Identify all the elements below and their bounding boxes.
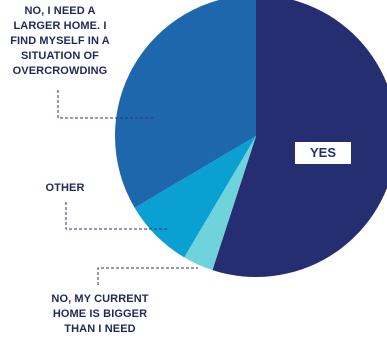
slice-label-yes: YES xyxy=(295,142,351,164)
pie-slices xyxy=(115,0,387,277)
leader-line-larger-home xyxy=(57,90,155,119)
pie-slice-yes xyxy=(212,0,387,277)
leader-line-other xyxy=(65,202,167,230)
pie-slice-bigger-home xyxy=(184,136,256,271)
slice-label-bigger-home: NO, MY CURRENT HOME IS BIGGER THAN I NEE… xyxy=(51,293,149,335)
leader-lines xyxy=(57,90,198,285)
pie-slice-other xyxy=(134,136,256,258)
slice-label-larger-home: NO, I NEED A LARGER HOME. I FIND MYSELF … xyxy=(10,5,110,77)
leader-line-bigger-home xyxy=(97,267,198,285)
slice-label-other: OTHER xyxy=(45,182,85,194)
pie-slice-larger-home xyxy=(115,0,256,208)
